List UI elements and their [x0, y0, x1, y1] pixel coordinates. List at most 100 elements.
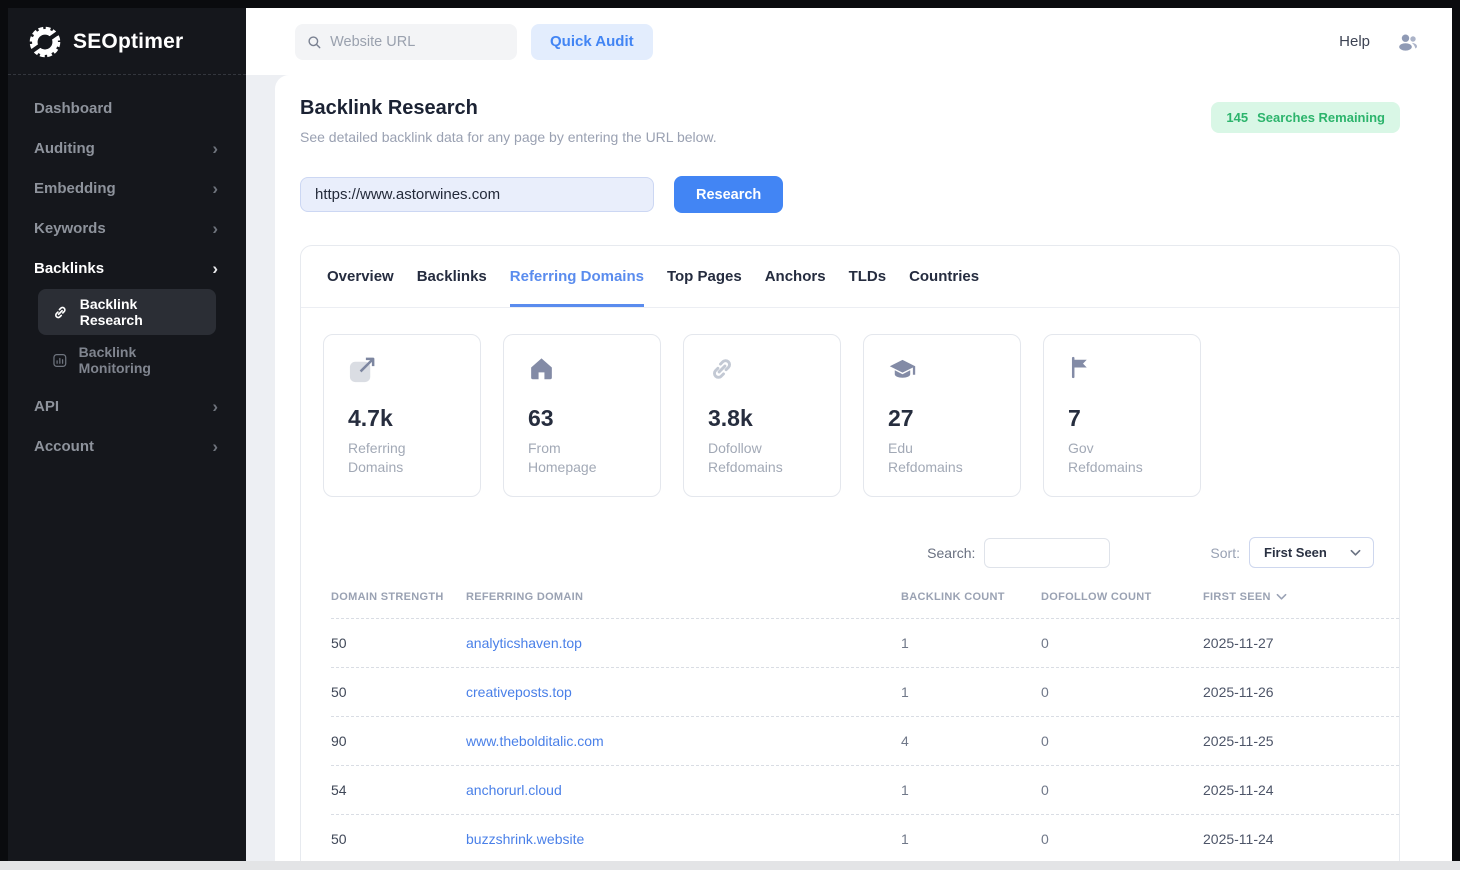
- app-window: SEOptimer Dashboard Auditing › Embedding…: [8, 8, 1452, 861]
- users-avatar-icon[interactable]: [1396, 30, 1420, 54]
- sort-selected-value: First Seen: [1264, 545, 1327, 560]
- referring-domain-link[interactable]: creativeposts.top: [466, 684, 572, 700]
- window-bottom-edge: [0, 861, 1460, 870]
- col-header-backlink-count: BACKLINK COUNT: [901, 591, 1005, 603]
- referring-domain-link[interactable]: www.thebolditalic.com: [466, 733, 604, 749]
- stat-card-edu-refdomains: 27 Edu Refdomains: [863, 334, 1021, 497]
- dofollow-count-value: 0: [1041, 635, 1049, 651]
- search-icon: [308, 35, 321, 48]
- tab-bar: Overview Backlinks Referring Domains Top…: [301, 246, 1399, 308]
- sidebar-item-backlink-research[interactable]: Backlink Research: [38, 289, 216, 335]
- stat-value: 27: [888, 405, 914, 431]
- sort-select[interactable]: First Seen: [1249, 537, 1374, 568]
- searches-remaining-badge: 145 Searches Remaining: [1211, 102, 1400, 133]
- main-area: Quick Audit Help Backlink Research See d…: [246, 8, 1452, 861]
- sidebar-item-backlinks[interactable]: Backlinks ›: [8, 252, 246, 285]
- table-row: 50 buzzshrink.website 1 0 2025-11-24: [331, 815, 1399, 861]
- backlinks-submenu: Backlink Research Backlink Monitoring: [8, 289, 246, 383]
- website-url-input[interactable]: [330, 33, 505, 50]
- col-header-first-seen[interactable]: FIRST SEEN: [1203, 591, 1399, 603]
- stat-value: 4.7k: [348, 405, 393, 431]
- tab-tlds[interactable]: TLDs: [848, 268, 887, 285]
- first-seen-value: 2025-11-27: [1203, 635, 1274, 651]
- first-seen-value: 2025-11-24: [1203, 782, 1274, 798]
- topbar: Quick Audit Help: [246, 8, 1452, 75]
- stat-label: Referring Domains: [348, 440, 406, 476]
- chevron-right-icon: ›: [212, 437, 218, 456]
- chevron-right-icon: ›: [212, 397, 218, 416]
- research-url-input[interactable]: [300, 177, 654, 212]
- badge-label: Searches Remaining: [1257, 110, 1385, 125]
- table-controls: Search: Sort: First Seen: [301, 537, 1399, 568]
- logo-text: SEOptimer: [73, 30, 184, 53]
- stat-card-from-homepage: 63 From Homepage: [503, 334, 661, 497]
- sidebar-item-embedding[interactable]: Embedding ›: [8, 172, 246, 205]
- research-button[interactable]: Research: [674, 176, 784, 213]
- sidebar-item-label: Backlinks: [34, 260, 105, 277]
- sidebar-item-label: Keywords: [34, 220, 106, 237]
- sidebar-item-keywords[interactable]: Keywords ›: [8, 212, 246, 245]
- backlink-count-value: 1: [901, 684, 909, 700]
- tab-countries[interactable]: Countries: [909, 268, 980, 285]
- sidebar-item-backlink-monitoring[interactable]: Backlink Monitoring: [38, 337, 216, 383]
- table-row: 50 creativeposts.top 1 0 2025-11-26: [331, 668, 1399, 717]
- backlink-count-value: 1: [901, 782, 909, 798]
- col-header-domain-strength: DOMAIN STRENGTH: [331, 591, 444, 603]
- link-icon: [708, 355, 840, 385]
- referring-domain-link[interactable]: analyticshaven.top: [466, 635, 582, 651]
- referring-domain-link[interactable]: buzzshrink.website: [466, 831, 585, 847]
- tab-referring-domains[interactable]: Referring Domains: [509, 246, 644, 307]
- backlink-count-value: 1: [901, 831, 909, 847]
- stat-label: Dofollow Refdomains: [708, 440, 783, 476]
- referring-domains-table: DOMAIN STRENGTH REFERRING DOMAIN BACKLIN…: [301, 591, 1399, 861]
- chevron-right-icon: ›: [212, 179, 218, 198]
- sidebar-item-account[interactable]: Account ›: [8, 430, 246, 463]
- table-search-input[interactable]: [984, 537, 1111, 568]
- page-header: Backlink Research See detailed backlink …: [300, 97, 1400, 145]
- domain-strength-value: 50: [331, 831, 347, 847]
- chart-monitor-icon: [52, 352, 68, 369]
- sidebar-item-label: API: [34, 398, 60, 415]
- sidebar-subitem-label: Backlink Monitoring: [78, 344, 151, 376]
- tab-anchors[interactable]: Anchors: [764, 268, 826, 285]
- tab-overview[interactable]: Overview: [327, 268, 394, 285]
- table-row: 90 www.thebolditalic.com 4 0 2025-11-25: [331, 717, 1399, 766]
- topbar-right: Help: [1339, 30, 1420, 54]
- badge-count: 145: [1226, 110, 1249, 125]
- help-link[interactable]: Help: [1339, 33, 1370, 50]
- sort-chevron-down-icon: [1276, 593, 1287, 600]
- tab-backlinks[interactable]: Backlinks: [416, 268, 487, 285]
- stat-label: Gov Refdomains: [1068, 440, 1143, 476]
- sidebar-item-auditing[interactable]: Auditing ›: [8, 132, 246, 165]
- seoptimer-gear-icon: [29, 26, 61, 58]
- table-row: 54 anchorurl.cloud 1 0 2025-11-24: [331, 766, 1399, 815]
- sidebar-item-api[interactable]: API ›: [8, 390, 246, 423]
- tab-top-pages[interactable]: Top Pages: [666, 268, 742, 285]
- domain-strength-value: 50: [331, 635, 347, 651]
- backlink-count-value: 1: [901, 635, 909, 651]
- stat-value: 63: [528, 405, 554, 431]
- content-panel: Backlink Research See detailed backlink …: [275, 75, 1452, 861]
- dofollow-count-value: 0: [1041, 831, 1049, 847]
- sort-label: Sort:: [1210, 544, 1240, 561]
- stat-card-referring-domains: 4.7k Referring Domains: [323, 334, 481, 497]
- domain-strength-value: 54: [331, 782, 347, 798]
- sidebar-item-label: Dashboard: [34, 100, 113, 117]
- first-seen-value: 2025-11-26: [1203, 684, 1274, 700]
- sidebar-item-dashboard[interactable]: Dashboard: [8, 92, 246, 125]
- first-seen-value: 2025-11-24: [1203, 831, 1274, 847]
- stats-row: 4.7k Referring Domains 63: [301, 308, 1399, 497]
- stat-label: From Homepage: [528, 440, 597, 476]
- sidebar-item-label: Account: [34, 438, 94, 455]
- logo[interactable]: SEOptimer: [8, 8, 246, 75]
- flag-icon: [1068, 355, 1200, 385]
- quick-audit-button[interactable]: Quick Audit: [531, 23, 653, 60]
- first-seen-value: 2025-11-25: [1203, 733, 1274, 749]
- stat-value: 7: [1068, 405, 1081, 431]
- dofollow-count-value: 0: [1041, 782, 1049, 798]
- stat-card-gov-refdomains: 7 Gov Refdomains: [1043, 334, 1201, 497]
- sidebar-item-label: Embedding: [34, 180, 116, 197]
- col-header-referring-domain: REFERRING DOMAIN: [466, 591, 584, 603]
- domain-strength-value: 50: [331, 684, 347, 700]
- referring-domain-link[interactable]: anchorurl.cloud: [466, 782, 562, 798]
